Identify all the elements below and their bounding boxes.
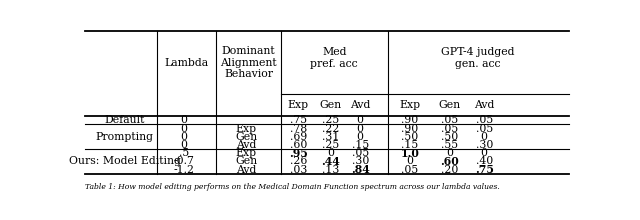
Text: .60: .60 [289, 140, 307, 150]
Text: .44: .44 [321, 156, 340, 167]
Text: .25: .25 [322, 115, 339, 125]
Text: .05: .05 [476, 123, 493, 134]
Text: Default: Default [104, 115, 145, 125]
Text: .50: .50 [401, 132, 419, 142]
Text: .05: .05 [441, 123, 458, 134]
Text: Exp: Exp [236, 148, 257, 158]
Text: Avd: Avd [474, 100, 495, 110]
Text: .05: .05 [476, 115, 493, 125]
Text: .95: .95 [289, 148, 308, 159]
Text: Prompting: Prompting [95, 132, 154, 142]
Text: 0: 0 [180, 115, 188, 125]
Text: Avd: Avd [236, 165, 257, 175]
Text: Lambda: Lambda [164, 58, 209, 68]
Text: 0: 0 [481, 148, 488, 158]
Text: .75: .75 [475, 164, 493, 175]
Text: Gen: Gen [235, 156, 257, 167]
Text: .05: .05 [351, 148, 369, 158]
Text: Exp: Exp [399, 100, 420, 110]
Text: .90: .90 [401, 115, 419, 125]
Text: .13: .13 [322, 165, 339, 175]
Text: 0: 0 [406, 156, 413, 167]
Text: Avd: Avd [350, 100, 371, 110]
Text: Gen: Gen [319, 100, 342, 110]
Text: Ours: Model Editing: Ours: Model Editing [68, 156, 180, 167]
Text: .03: .03 [289, 165, 307, 175]
Text: 0: 0 [180, 140, 188, 150]
Text: .69: .69 [290, 132, 307, 142]
Text: .31: .31 [322, 132, 339, 142]
Text: .60: .60 [440, 156, 459, 167]
Text: Exp: Exp [236, 123, 257, 134]
Text: 0: 0 [356, 115, 364, 125]
Text: 0: 0 [180, 123, 188, 134]
Text: .40: .40 [476, 156, 493, 167]
Text: Exp: Exp [287, 100, 309, 110]
Text: 0: 0 [356, 123, 364, 134]
Text: 0: 0 [356, 132, 364, 142]
Text: .75: .75 [290, 115, 307, 125]
Text: .26: .26 [289, 156, 307, 167]
Text: Table 1: How model editing performs on the Medical Domain Function spectrum acro: Table 1: How model editing performs on t… [85, 183, 500, 191]
Text: .22: .22 [322, 123, 339, 134]
Text: .55: .55 [441, 140, 458, 150]
Text: Med
pref. acc: Med pref. acc [310, 47, 358, 69]
Text: -1.2: -1.2 [173, 165, 195, 175]
Text: .50: .50 [441, 132, 458, 142]
Text: Gen: Gen [235, 132, 257, 142]
Text: 0: 0 [327, 148, 334, 158]
Text: 0: 0 [180, 132, 188, 142]
Text: .05: .05 [441, 115, 458, 125]
Text: .20: .20 [441, 165, 458, 175]
Text: GPT-4 judged
gen. acc: GPT-4 judged gen. acc [442, 47, 515, 69]
Text: Gen: Gen [438, 100, 461, 110]
Text: Avd: Avd [236, 140, 257, 150]
Text: Dominant
Alignment
Behavior: Dominant Alignment Behavior [220, 46, 277, 79]
Text: .05: .05 [401, 165, 419, 175]
Text: .25: .25 [322, 140, 339, 150]
Text: 1.0: 1.0 [401, 148, 419, 159]
Text: .78: .78 [290, 123, 307, 134]
Text: 0: 0 [481, 132, 488, 142]
Text: .5: .5 [179, 148, 189, 158]
Text: -0.7: -0.7 [173, 156, 195, 167]
Text: .90: .90 [401, 123, 419, 134]
Text: .30: .30 [476, 140, 493, 150]
Text: .30: .30 [351, 156, 369, 167]
Text: .15: .15 [351, 140, 369, 150]
Text: .15: .15 [401, 140, 419, 150]
Text: .84: .84 [351, 164, 370, 175]
Text: 0: 0 [446, 148, 453, 158]
